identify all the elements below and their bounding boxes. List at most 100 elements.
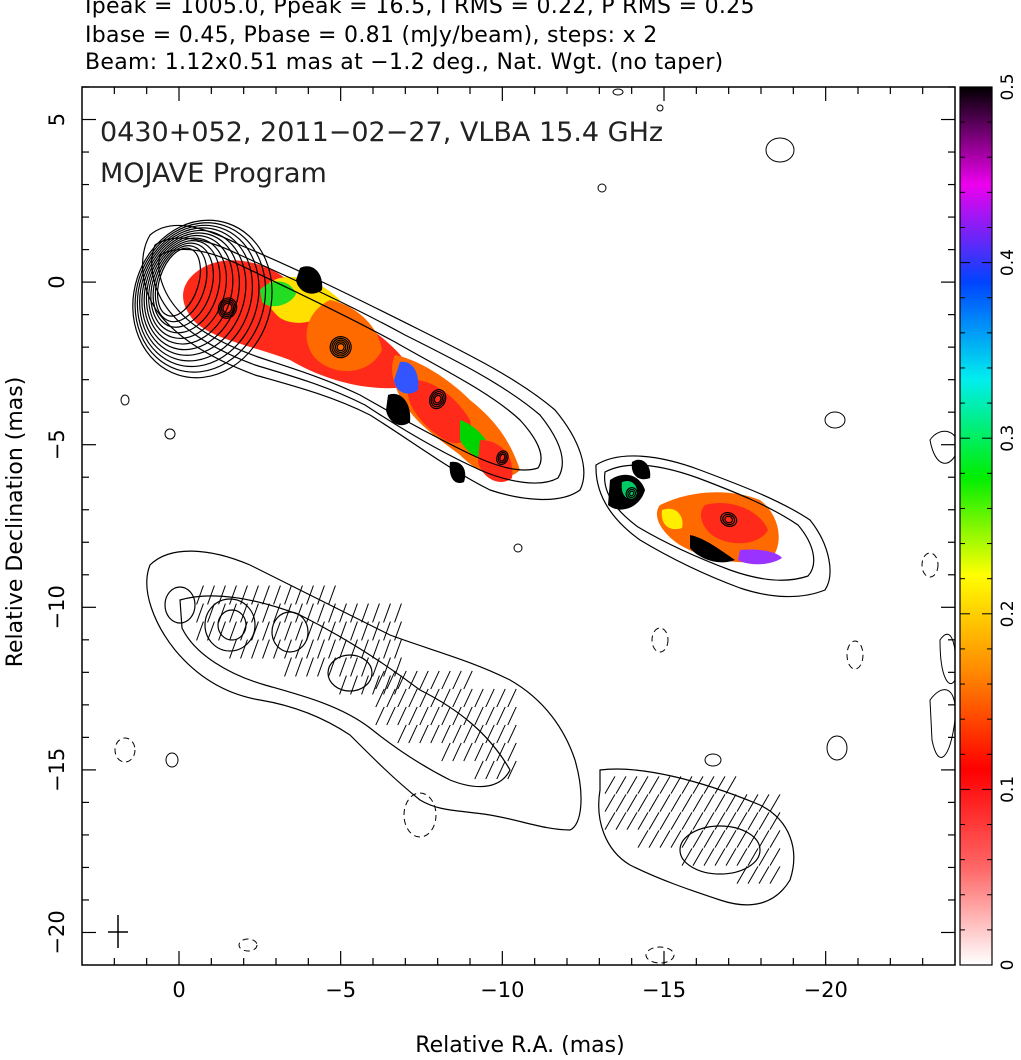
- evpa-tick: [284, 657, 292, 677]
- evpa-tick: [463, 706, 473, 726]
- evpa-tick: [769, 812, 781, 830]
- evpa-tick: [240, 585, 248, 605]
- noise-blob-13: [114, 737, 136, 763]
- evpa-tick: [681, 848, 693, 866]
- axis-ticks: [82, 86, 955, 965]
- noise-blob-15: [238, 938, 258, 952]
- evpa-tick: [659, 776, 671, 794]
- evpa-tick: [350, 603, 358, 623]
- evpa-tick: [725, 830, 737, 848]
- evpa-tick: [295, 639, 303, 659]
- colorbar-tick-label: 0.3: [998, 425, 1018, 452]
- evpa-tick: [485, 760, 495, 780]
- evpa-tick: [670, 812, 682, 830]
- evpa-tick: [736, 812, 748, 830]
- evpa-tick: [670, 794, 682, 812]
- colorbar-tick-label: 0.5: [998, 73, 1018, 100]
- evpa-ticks: [196, 585, 781, 884]
- evpa-tick: [306, 585, 314, 605]
- evpa-tick: [361, 639, 369, 659]
- evpa-tick: [397, 706, 407, 726]
- noise-blob-2: [597, 183, 607, 193]
- evpa-tick: [419, 688, 429, 708]
- x-tick-label: −20: [804, 978, 848, 1002]
- evpa-tick: [273, 621, 281, 641]
- colorbar-tick-labels: 0 0.1 0.2 0.3 0.4 0.5: [998, 73, 1018, 970]
- evpa-tick: [485, 742, 495, 762]
- evpa-tick: [419, 724, 429, 744]
- evpa-tick: [317, 657, 325, 677]
- evpa-tick: [328, 621, 336, 641]
- pol-region-black-3: [449, 461, 466, 484]
- evpa-tick: [703, 830, 715, 848]
- evpa-tick: [350, 621, 358, 641]
- noise-blob-1: [765, 137, 795, 163]
- evpa-tick: [714, 830, 726, 848]
- x-axis-label: Relative R.A. (mas): [415, 1033, 624, 1058]
- noise-blob-20: [656, 104, 664, 112]
- evpa-tick: [339, 675, 347, 695]
- pol-region-red-4: [700, 502, 768, 544]
- intensity-contour: [219, 299, 236, 318]
- evpa-tick: [485, 706, 495, 726]
- evpa-tick: [736, 866, 748, 884]
- evpa-tick: [361, 603, 369, 623]
- evpa-tick: [758, 848, 770, 866]
- evpa-tick: [408, 706, 418, 726]
- intensity-envelope-contour: [158, 248, 542, 471]
- evpa-tick: [747, 848, 759, 866]
- evpa-tick: [496, 742, 506, 762]
- intensity-contour: [432, 392, 444, 406]
- evpa-tick: [670, 830, 682, 848]
- evpa-tick: [317, 585, 325, 605]
- intensity-contour: [722, 513, 736, 526]
- intensity-envelope-contour: [151, 237, 563, 484]
- pol-contour-lower-1: [146, 550, 582, 831]
- evpa-tick: [441, 670, 451, 690]
- intensity-contour: [724, 515, 734, 524]
- evpa-tick: [474, 706, 484, 726]
- evpa-tick: [452, 688, 462, 708]
- intensity-contour: [220, 300, 235, 316]
- evpa-tick: [383, 621, 391, 641]
- intensity-envelope-contour: [603, 464, 815, 581]
- evpa-tick: [725, 812, 737, 830]
- pol-region-black-6: [690, 535, 735, 563]
- intensity-contours: [132, 219, 831, 598]
- evpa-tick: [769, 866, 781, 884]
- evpa-tick: [452, 706, 462, 726]
- evpa-tick: [452, 742, 462, 762]
- x-tick-label: −15: [642, 978, 686, 1002]
- evpa-tick: [317, 621, 325, 641]
- evpa-tick: [397, 670, 407, 690]
- y-axis-label: Relative Declination (mas): [3, 377, 28, 668]
- evpa-tick: [463, 724, 473, 744]
- colorbar-tick-label: 0.4: [998, 249, 1018, 276]
- evpa-tick: [703, 794, 715, 812]
- evpa-tick: [361, 657, 369, 677]
- evpa-tick: [604, 812, 616, 830]
- evpa-tick: [703, 776, 715, 794]
- evpa-tick: [372, 603, 380, 623]
- evpa-tick: [496, 688, 506, 708]
- plot-frame: [81, 86, 956, 966]
- evpa-tick: [747, 830, 759, 848]
- pol-lower-knot-2: [204, 598, 256, 652]
- noise-blob-16: [645, 946, 675, 964]
- evpa-tick: [394, 657, 402, 677]
- evpa-tick: [262, 639, 270, 659]
- evpa-tick: [725, 848, 737, 866]
- evpa-tick: [328, 603, 336, 623]
- evpa-tick: [615, 812, 627, 830]
- header-line-2: Ibase = 0.45, Pbase = 0.81 (mJy/beam), s…: [85, 23, 658, 48]
- evpa-tick: [196, 603, 204, 623]
- noise-blob-10: [651, 627, 669, 653]
- colorbar-tick-label: 0.2: [998, 600, 1018, 627]
- evpa-tick: [251, 621, 259, 641]
- evpa-tick: [394, 639, 402, 659]
- noise-blob-14: [403, 792, 437, 838]
- intensity-contour: [629, 490, 635, 497]
- evpa-tick: [328, 639, 336, 659]
- evpa-tick: [339, 657, 347, 677]
- noise-blob-9: [704, 753, 722, 767]
